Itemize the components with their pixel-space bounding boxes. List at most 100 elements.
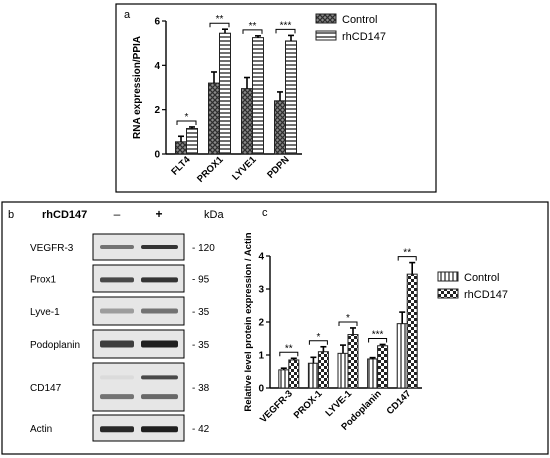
blot-band-rhcd147 (141, 245, 178, 249)
bar-lyve-1-rhcd147 (347, 334, 359, 389)
blot-band-rhcd147 (141, 375, 178, 380)
bar-lyve-1-control (337, 352, 349, 389)
panel-a-chart: 0 2 4 6 RNA expression/PPIA * FLT4 ** PROX1 ** LYV… (132, 13, 386, 185)
y-tick-label: 2 (258, 318, 264, 329)
category-label: LYVE1 (230, 154, 259, 183)
lane-label-minus: – (114, 207, 121, 221)
kda-header: kDa (204, 209, 224, 221)
bar-prox-1-rhcd147 (317, 351, 329, 389)
blot-band-control (100, 375, 134, 380)
legend-swatch-rhcd147 (315, 30, 337, 41)
significance-bracket (397, 256, 417, 261)
bar-flt4-rhcd147 (186, 128, 198, 155)
blot-protein-label: Prox1 (30, 275, 57, 286)
bar-lyve1-control (241, 88, 253, 155)
category-label: PROX-1 (292, 388, 325, 421)
significance-bracket (279, 351, 299, 357)
significance-label: ** (216, 14, 224, 25)
bar-podoplanin-control (367, 358, 379, 389)
category-label: CD147 (385, 388, 414, 417)
legend-label-control: Control (464, 272, 499, 284)
western-blots: VEGFR-3 - 120 Prox1 - 95 Lyve-1 - 35 Podoplani… (30, 233, 215, 442)
bar-lyve1-rhcd147 (252, 37, 264, 155)
y-axis-label: RNA expression/PPIA (132, 36, 143, 139)
bar-vegfr-3-rhcd147 (288, 359, 300, 389)
significance-bracket (176, 120, 197, 125)
blot-protein-label: Actin (30, 424, 52, 435)
panel-bc-frame (1, 201, 549, 455)
significance-bracket (275, 28, 296, 34)
panel-b: b rhCD147 – + kDa VEGFR-3 - 120 Prox1 - 95 L… (1, 201, 549, 455)
bar-prox1-rhcd147 (219, 32, 231, 155)
y-tick-label: 0 (154, 150, 160, 161)
blot-protein-label: VEGFR-3 (30, 243, 74, 254)
significance-bracket (338, 321, 358, 326)
bar-prox1-control (208, 82, 220, 155)
category-label: FLT4 (169, 154, 193, 178)
blot-kda-label: - 120 (192, 243, 215, 254)
panel-c-label: c (262, 207, 268, 219)
y-tick-label: 2 (154, 105, 160, 116)
significance-label: ** (285, 343, 293, 354)
panel-c: c 0 1 2 3 4 Relative level protein expression… (243, 207, 508, 433)
bar-prox-1-control (307, 362, 319, 389)
significance-label: ** (249, 21, 257, 32)
blot-protein-label: CD147 (30, 383, 62, 394)
bar-cd147-rhcd147 (406, 273, 418, 389)
blot-protein-label: Podoplanin (30, 340, 80, 351)
significance-label: * (346, 313, 350, 324)
y-tick-label: 6 (154, 17, 160, 28)
legend-swatch-control (437, 271, 459, 282)
bar-vegfr-3-control (278, 369, 290, 389)
treatment-label: rhCD147 (42, 209, 87, 221)
blot-band-control (100, 340, 134, 348)
y-tick-label: 4 (258, 252, 264, 263)
significance-bracket (308, 340, 328, 345)
significance-label: ** (403, 248, 411, 259)
blot-band-rhcd147 (141, 308, 178, 314)
blot-kda-label: - 42 (192, 424, 210, 435)
blot-band-rhcd147 (141, 426, 178, 433)
legend-swatch-rhcd147 (437, 288, 459, 299)
legend-label-control: Control (342, 14, 377, 26)
blot-band-rhcd147 (141, 277, 178, 283)
blot-band-control (100, 277, 134, 283)
blot-band-rhcd147 (141, 394, 178, 400)
significance-bracket (242, 29, 263, 34)
significance-label: * (185, 112, 189, 123)
bar-flt4-control (175, 141, 187, 155)
legend-label-rhcd147: rhCD147 (464, 289, 508, 301)
blot-kda-label: - 38 (192, 383, 210, 394)
significance-label: * (316, 332, 320, 343)
y-tick-label: 4 (154, 61, 160, 72)
y-tick-label: 3 (258, 285, 264, 296)
significance-bracket (368, 337, 388, 343)
y-tick-label: 0 (258, 384, 264, 395)
category-label: PROX1 (195, 154, 226, 185)
blot-band-control (100, 308, 134, 314)
bar-cd147-control (396, 323, 408, 389)
legend-label-rhcd147: rhCD147 (342, 31, 386, 43)
bar-pdpn-rhcd147 (285, 40, 297, 155)
y-axis-label: Relative level protein expression / Acti… (243, 232, 254, 411)
bar-podoplanin-rhcd147 (377, 345, 389, 389)
blot-band-rhcd147 (141, 340, 178, 348)
panel-a-frame (115, 3, 437, 193)
significance-bracket (209, 22, 230, 28)
blot-membrane (92, 362, 185, 412)
blot-kda-label: - 35 (192, 307, 210, 318)
significance-label: *** (372, 329, 384, 340)
category-label: PDPN (265, 154, 292, 181)
blot-band-control (100, 394, 134, 400)
blot-protein-label: Lyve-1 (30, 307, 60, 318)
legend-swatch-control (315, 13, 337, 24)
significance-label: *** (280, 20, 292, 31)
lane-label-plus: + (155, 207, 162, 221)
panel-b-label: b (8, 209, 14, 221)
blot-band-control (100, 245, 134, 249)
blot-kda-label: - 35 (192, 340, 210, 351)
panel-a-label: a (124, 9, 131, 21)
blot-band-control (100, 426, 134, 433)
panel-c-chart: 0 1 2 3 4 Relative level protein expression /… (243, 232, 508, 432)
